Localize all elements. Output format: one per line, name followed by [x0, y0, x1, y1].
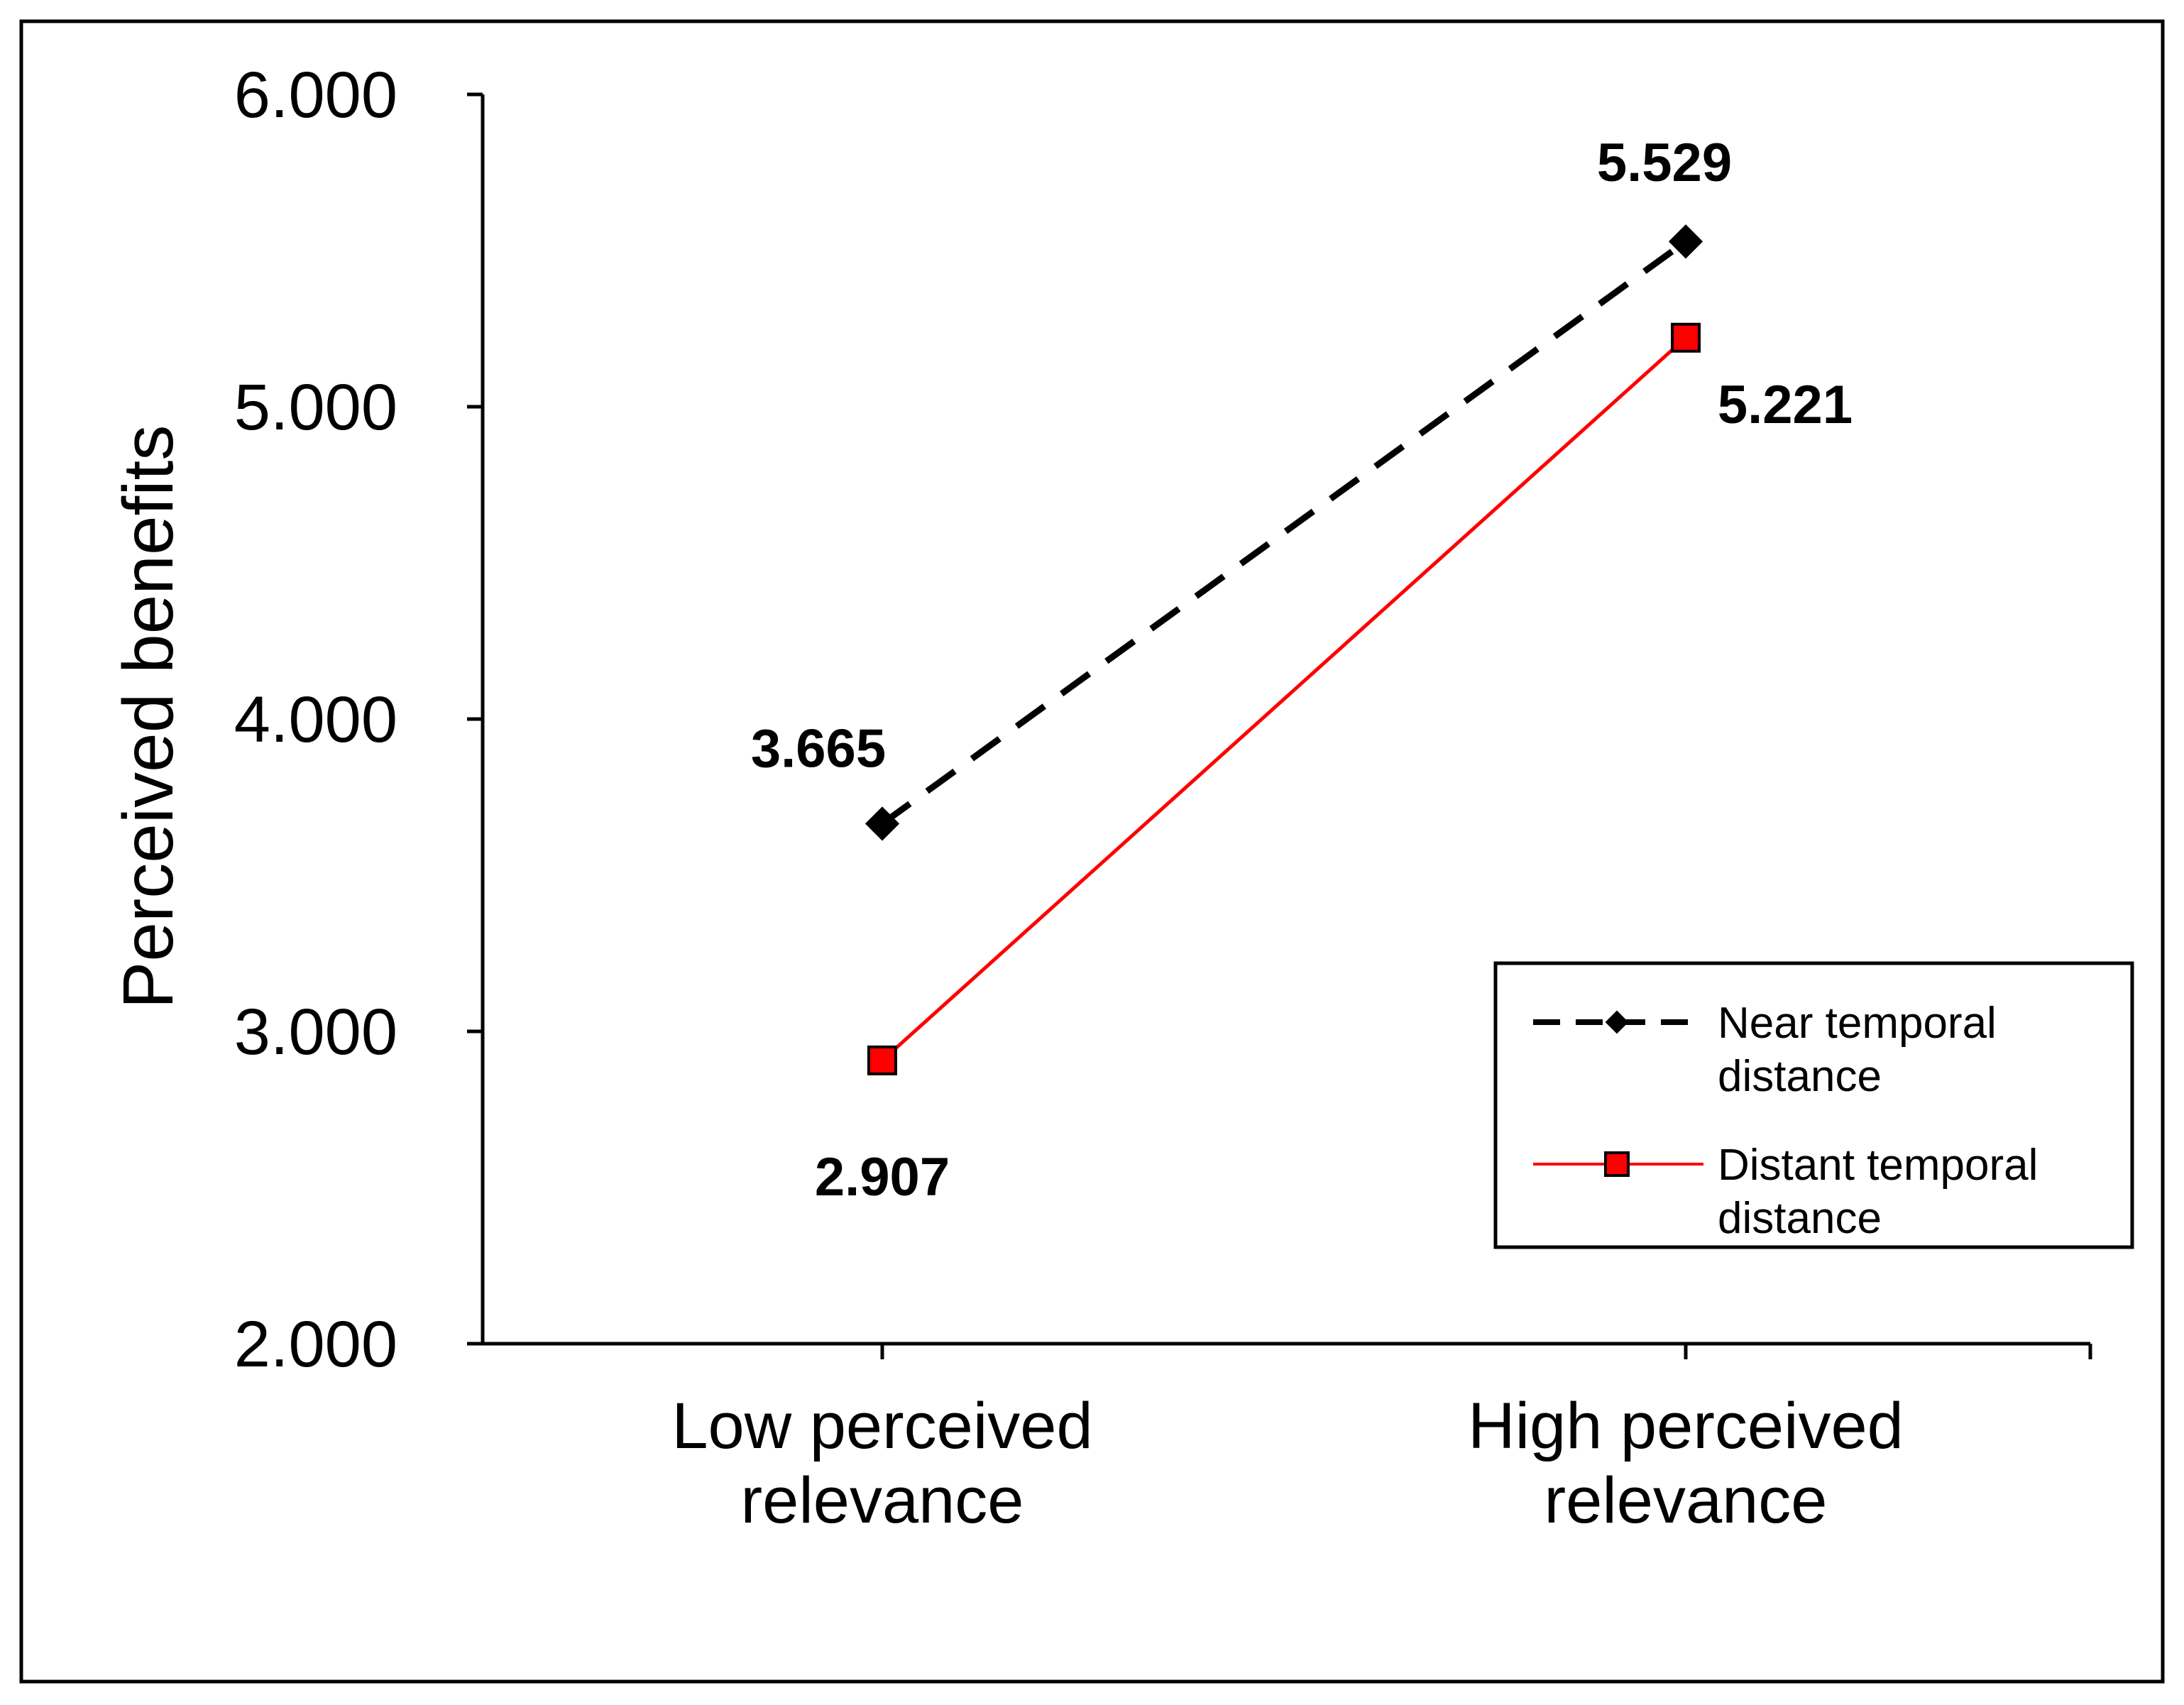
- legend-marker-diamond: [1605, 1010, 1629, 1034]
- y-axis-title: Perceived benefits: [109, 425, 188, 1009]
- legend-label: distance: [1718, 1052, 1882, 1101]
- y-tick-label: 6.000: [234, 59, 397, 131]
- series-layer: [865, 224, 1703, 1075]
- marker-diamond: [1668, 224, 1703, 259]
- figure-border: [19, 19, 2165, 1684]
- series-line: [881, 336, 1687, 1062]
- y-tick-label: 4.000: [234, 684, 397, 756]
- data-label: 3.665: [751, 718, 886, 779]
- data-label: 5.221: [1718, 375, 1853, 435]
- legend-label: distance: [1718, 1194, 1882, 1243]
- legend-label: Distant temporal: [1718, 1141, 2038, 1190]
- data-label: 5.529: [1597, 133, 1732, 193]
- legend-label: Near temporal: [1718, 999, 1997, 1048]
- y-tick-label: 5.000: [234, 371, 397, 444]
- data-labels: 3.665 5.529 2.907 5.221: [751, 133, 1853, 1207]
- x-tick-label: Low perceived: [671, 1390, 1092, 1462]
- marker-square: [867, 1045, 897, 1075]
- x-tick-label: High perceived: [1468, 1390, 1904, 1462]
- legend-marker-square: [1604, 1151, 1630, 1177]
- y-tick-label: 3.000: [234, 996, 397, 1068]
- y-axis-ticks: 2.000 3.000 4.000 5.000 6.000: [234, 59, 483, 1381]
- data-label: 2.907: [815, 1147, 950, 1207]
- y-tick-label: 2.000: [234, 1308, 397, 1381]
- legend-box: [1493, 961, 2134, 1249]
- series-near: [865, 224, 1703, 841]
- marker-diamond: [865, 806, 900, 841]
- series-distant: [867, 322, 1701, 1075]
- marker-square: [1671, 322, 1701, 353]
- x-tick-label: relevance: [1544, 1464, 1828, 1537]
- x-tick-label: relevance: [741, 1464, 1024, 1537]
